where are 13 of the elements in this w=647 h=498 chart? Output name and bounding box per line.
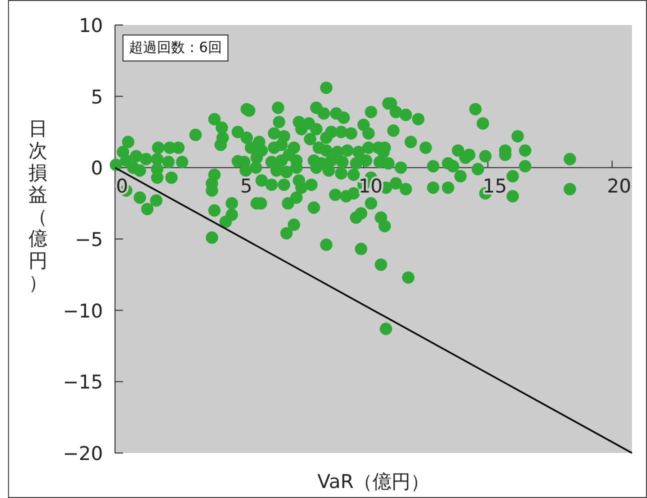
y-tick-label: −20 [62, 443, 103, 465]
y-tick-label: −10 [62, 300, 103, 322]
y-tick-label: 10 [78, 15, 103, 37]
annotation: 超過回数：6回 [129, 40, 222, 56]
x-tick-label: 20 [607, 176, 632, 198]
x-axis-title: VaR（億円） [317, 471, 430, 493]
y-axis-title: 日次損益（億円） [28, 118, 48, 294]
y-tick-label: −5 [74, 229, 103, 251]
x-tick-label: 5 [240, 176, 252, 198]
y-tick-label: 5 [90, 86, 103, 108]
x-tick-label: 15 [482, 176, 507, 198]
y-tick-label: −15 [62, 372, 103, 394]
y-tick-label: 0 [90, 158, 103, 180]
